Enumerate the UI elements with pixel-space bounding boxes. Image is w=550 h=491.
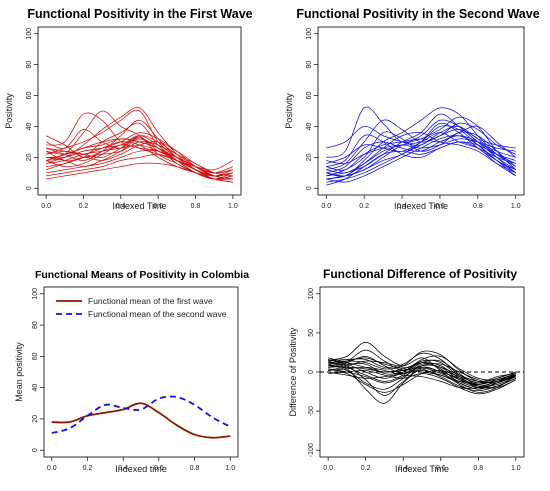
x-tick-label: 0.0 xyxy=(41,203,51,210)
y-tick-label: 80 xyxy=(306,61,313,69)
y-tick-label: 0 xyxy=(26,186,33,190)
series-line-19 xyxy=(328,357,516,384)
plot-frame xyxy=(43,286,239,458)
x-tick-label: 0.4 xyxy=(397,203,407,210)
series-line-4 xyxy=(326,107,516,177)
x-tick-label: 1.0 xyxy=(228,203,238,210)
y-tick-label: 20 xyxy=(32,415,39,423)
x-tick-label: 0.2 xyxy=(83,465,93,472)
legend-entry-1: Functional mean of the first wave xyxy=(88,296,213,306)
chart-panel-2: Functional Positivity in the Second Wave… xyxy=(284,7,540,211)
plot-frame xyxy=(317,26,525,196)
series-line-14 xyxy=(328,350,516,383)
chart-title: Functional Positivity in the First Wave xyxy=(27,7,252,21)
series-line-16 xyxy=(326,122,516,177)
y-tick-label: 50 xyxy=(308,329,315,337)
series-line-11 xyxy=(328,370,516,390)
y-tick-label: 60 xyxy=(306,92,313,100)
x-tick-label: 0.8 xyxy=(473,203,483,210)
y-tick-label: 20 xyxy=(306,153,313,161)
x-tick-label: 0.2 xyxy=(79,203,89,210)
series-line-19 xyxy=(46,144,234,171)
series-line-2 xyxy=(328,349,517,390)
series-line-7 xyxy=(326,125,516,171)
series-line-16 xyxy=(46,153,233,183)
series-line-22 xyxy=(46,138,233,180)
series-line-9 xyxy=(328,366,517,393)
series-line-10 xyxy=(326,131,516,177)
y-tick-label: 60 xyxy=(32,352,39,360)
y-tick-label: -100 xyxy=(308,443,315,457)
x-tick-label: 0.6 xyxy=(154,465,164,472)
series-line-18 xyxy=(326,131,516,180)
series-line-14 xyxy=(326,138,516,165)
y-tick-label: 100 xyxy=(32,288,39,300)
chart-panel-4: Functional Difference of Positivity 0.0 0.… xyxy=(288,267,525,474)
x-tick-label: 0.6 xyxy=(436,465,446,472)
y-tick-label: 40 xyxy=(26,122,33,130)
y-tick-label: -50 xyxy=(308,406,315,416)
y-tick-label: 0 xyxy=(32,448,39,452)
chart-title: Functional Means of Positivity in Colomb… xyxy=(35,269,249,281)
y-tick-label: 60 xyxy=(26,92,33,100)
chart-panel-1: Functional Positivity in the First Wave 0… xyxy=(4,7,253,211)
y-tick-label: 0 xyxy=(308,370,315,374)
y-tick-label: 40 xyxy=(32,384,39,392)
x-tick-label: 0.8 xyxy=(190,465,200,472)
series-line-18 xyxy=(328,359,516,389)
series-line-20 xyxy=(328,366,516,389)
y-tick-label: 100 xyxy=(308,288,315,300)
y-tick-label: 0 xyxy=(306,186,313,190)
series-line-21 xyxy=(46,162,233,183)
x-tick-label: 0.0 xyxy=(323,465,333,472)
x-tick-label: 1.0 xyxy=(225,465,235,472)
series-line-1 xyxy=(51,402,231,439)
legend-entry-2: Functional mean of the second wave xyxy=(88,309,227,319)
chart-panel-3: Functional Means of Positivity in Colomb… xyxy=(14,269,249,474)
y-axis-label: Difference of Positivity xyxy=(288,327,298,416)
y-axis-label: Mean positivity xyxy=(14,342,24,402)
series-group xyxy=(328,341,517,404)
x-tick-label: 1.0 xyxy=(511,203,521,210)
y-tick-label: 80 xyxy=(26,61,33,69)
series-line-6 xyxy=(46,107,233,180)
plot-frame xyxy=(37,26,242,196)
series-group xyxy=(45,107,234,183)
y-tick-label: 100 xyxy=(306,28,313,40)
series-line-12 xyxy=(328,355,516,381)
x-tick-label: 0.8 xyxy=(191,203,201,210)
x-tick-label: 0.2 xyxy=(359,203,369,210)
x-tick-label: 0.4 xyxy=(398,465,408,472)
x-tick-label: 0.2 xyxy=(361,465,371,472)
x-tick-label: 0.8 xyxy=(473,465,483,472)
x-axis-label: Indexed time xyxy=(115,464,167,474)
chart-title: Functional Difference of Positivity xyxy=(323,267,517,281)
chart-title: Functional Positivity in the Second Wave xyxy=(296,7,539,21)
y-tick-label: 20 xyxy=(26,153,33,161)
series-line-17 xyxy=(326,134,516,168)
x-tick-label: 0.6 xyxy=(435,203,445,210)
series-line-20 xyxy=(46,135,234,174)
series-line-16 xyxy=(328,355,516,385)
x-axis-label: Indexed Time xyxy=(395,464,449,474)
series-line-1 xyxy=(328,341,516,387)
series-line-2 xyxy=(51,395,231,434)
x-tick-label: 0.4 xyxy=(116,203,126,210)
x-tick-label: 0.0 xyxy=(321,203,331,210)
y-axis-label: Positivity xyxy=(4,93,14,129)
y-axis-label: Positivity xyxy=(284,93,294,129)
x-tick-label: 0.6 xyxy=(153,203,163,210)
x-tick-label: 0.0 xyxy=(47,465,57,472)
x-tick-label: 1.0 xyxy=(511,465,521,472)
series-line-17 xyxy=(328,368,516,393)
y-tick-label: 40 xyxy=(306,122,313,130)
y-tick-label: 80 xyxy=(32,321,39,329)
x-axis-label: Indexed Time xyxy=(394,201,448,211)
series-group xyxy=(51,395,231,439)
y-tick-label: 100 xyxy=(26,28,33,40)
series-group xyxy=(326,106,517,186)
x-axis-label: Indexed Time xyxy=(112,201,166,211)
x-tick-label: 0.4 xyxy=(118,465,128,472)
